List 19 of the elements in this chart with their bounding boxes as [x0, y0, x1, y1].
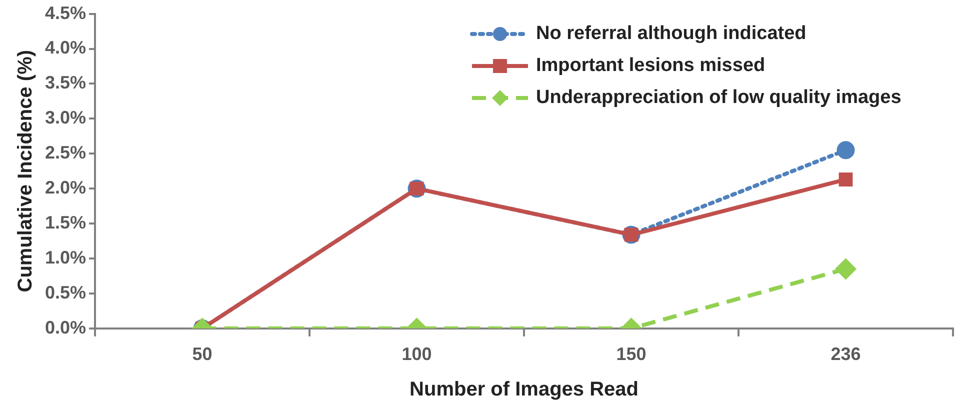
x-tick-label: 50 [192, 344, 212, 364]
y-tick-label: 3.0% [44, 108, 86, 128]
legend-label: Important lesions missed [536, 55, 766, 77]
y-tick-label: 2.0% [44, 178, 86, 198]
y-tick-label: 0.5% [44, 282, 86, 302]
y-tick-label: 1.0% [44, 247, 86, 268]
x-tick-label: 236 [830, 344, 861, 364]
y-tick-label: 4.5% [44, 2, 86, 23]
y-tick-label: 0.0% [44, 317, 86, 338]
y-tick-label: 4.0% [44, 38, 86, 58]
x-tick-label: 150 [616, 344, 646, 364]
y-tick-label: 2.5% [44, 142, 86, 163]
y-tick-label: 1.5% [44, 212, 86, 232]
legend-label: No referral although indicated [536, 23, 806, 45]
x-tick-label: 100 [402, 344, 432, 364]
x-axis-title: Number of Images Read [410, 378, 638, 401]
legend-label: Underappreciation of low quality images [536, 87, 902, 109]
y-axis-title: Cumulative Incidence (%) [14, 50, 37, 292]
y-tick-label: 3.5% [44, 72, 86, 93]
